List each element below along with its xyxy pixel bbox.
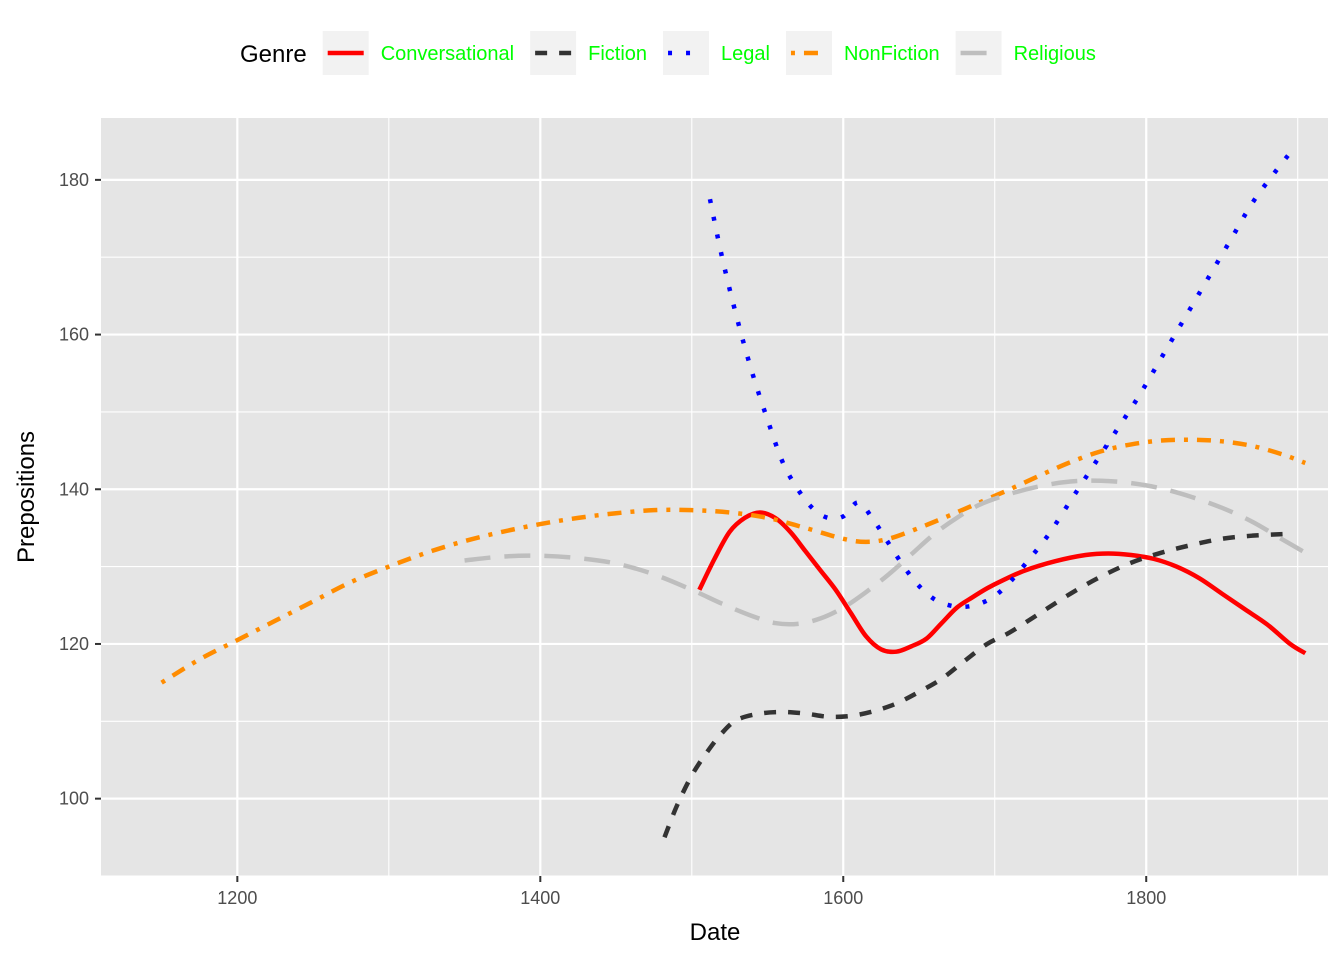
y-tick-label: 180 <box>59 170 89 190</box>
series-line-legal <box>707 151 1292 610</box>
y-tick-label: 120 <box>59 634 89 654</box>
y-axis: 100 120 140 160 180 <box>59 170 101 809</box>
x-tick-label: 1200 <box>217 888 257 908</box>
legend-items: Conversational Fiction Legal NonFiction Reli… <box>322 31 1096 75</box>
plot-panel <box>101 118 1328 876</box>
y-tick-label: 100 <box>59 789 89 809</box>
grid-major <box>101 118 1328 876</box>
y-tick-label: 160 <box>59 325 89 345</box>
y-axis-title: Prepositions <box>13 431 40 563</box>
series-line-conversational <box>697 510 1307 656</box>
legend-label: Conversational <box>381 43 514 65</box>
series-layer <box>160 151 1307 839</box>
legend-item-conversational: Conversational <box>322 31 514 75</box>
x-tick-label: 1800 <box>1126 888 1166 908</box>
series-line-religious <box>464 478 1307 627</box>
legend-item-nonfiction: NonFiction <box>785 31 940 75</box>
series-line-fiction <box>662 531 1283 839</box>
legend-label: Religious <box>1014 43 1096 65</box>
x-tick-label: 1600 <box>823 888 863 908</box>
x-axis-title: Date <box>690 919 741 946</box>
legend-item-legal: Legal <box>663 31 770 75</box>
legend-item-fiction: Fiction <box>530 31 647 75</box>
grid-minor <box>101 118 1328 877</box>
legend-item-religious: Religious <box>955 31 1096 75</box>
legend-label: Legal <box>721 43 770 65</box>
y-tick-label: 140 <box>59 479 89 499</box>
legend-label: NonFiction <box>844 43 940 65</box>
legend: Genre Conversational Fiction Legal NonFicti… <box>240 31 1096 75</box>
x-tick-label: 1400 <box>520 888 560 908</box>
legend-title: Genre <box>240 41 307 68</box>
legend-label: Fiction <box>588 43 647 65</box>
x-axis: 1200 1400 1600 1800 <box>217 876 1166 908</box>
